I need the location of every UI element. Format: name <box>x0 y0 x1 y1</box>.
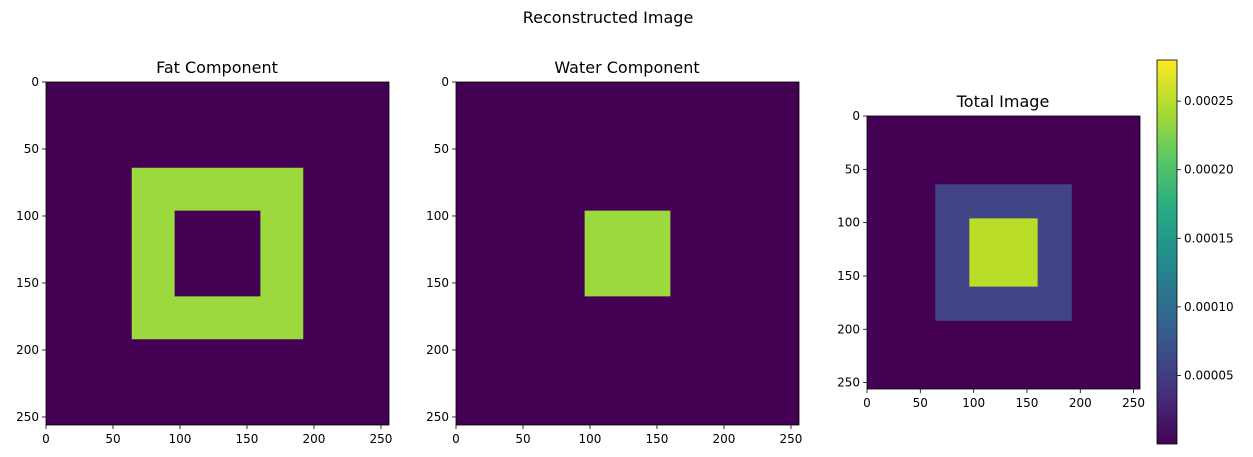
y-tick-label: 250 <box>837 376 860 390</box>
y-tick-label: 50 <box>24 142 39 156</box>
x-tick-label: 100 <box>962 396 985 410</box>
y-tick-label: 0 <box>441 75 449 89</box>
y-tick-label: 150 <box>426 276 449 290</box>
y-tick-label: 50 <box>845 162 860 176</box>
colorbar-tick-label: 0.00015 <box>1184 231 1234 245</box>
y-tick-label: 100 <box>837 216 860 230</box>
y-tick-label: 0 <box>31 75 39 89</box>
panel-title-water: Water Component <box>554 58 699 77</box>
x-tick-label: 50 <box>515 432 530 446</box>
y-tick-label: 150 <box>837 269 860 283</box>
y-tick-label: 100 <box>426 209 449 223</box>
x-tick-label: 200 <box>713 432 736 446</box>
y-tick-label: 250 <box>426 410 449 424</box>
x-tick-label: 100 <box>169 432 192 446</box>
heatmap-region-inner-square <box>584 210 671 297</box>
y-tick-label: 200 <box>426 343 449 357</box>
y-tick-label: 250 <box>16 410 39 424</box>
colorbar-tick-label: 0.00010 <box>1184 300 1234 314</box>
y-tick-label: 50 <box>434 142 449 156</box>
x-tick-label: 250 <box>780 432 803 446</box>
x-tick-label: 200 <box>1069 396 1092 410</box>
x-tick-label: 50 <box>105 432 120 446</box>
x-tick-label: 0 <box>863 396 871 410</box>
heatmap-region-inner-hole <box>174 210 261 297</box>
x-tick-label: 150 <box>236 432 259 446</box>
heatmap-region-inner-square <box>969 218 1038 287</box>
axes-frame <box>455 81 800 426</box>
x-tick-label: 200 <box>303 432 326 446</box>
y-tick-label: 100 <box>16 209 39 223</box>
axes-frame <box>45 81 390 426</box>
colorbar: 0.00005 0.00010 0.00015 0.00020 0.00025 <box>1156 59 1234 445</box>
x-tick-label: 0 <box>452 432 460 446</box>
panel-title-fat: Fat Component <box>156 58 278 77</box>
x-tick-label: 250 <box>370 432 393 446</box>
x-tick-label: 150 <box>1016 396 1039 410</box>
y-tick-label: 0 <box>852 109 860 123</box>
y-tick-label: 200 <box>16 343 39 357</box>
colorbar-gradient <box>1156 59 1178 445</box>
x-tick-label: 150 <box>646 432 669 446</box>
x-tick-label: 50 <box>913 396 928 410</box>
y-tick-label: 150 <box>16 276 39 290</box>
x-tick-label: 0 <box>42 432 50 446</box>
y-tick-label: 200 <box>837 322 860 336</box>
axes-frame <box>866 115 1141 390</box>
figure-title: Reconstructed Image <box>523 8 694 27</box>
panel-title-total: Total Image <box>956 92 1050 111</box>
x-tick-label: 250 <box>1122 396 1145 410</box>
colorbar-tick-label: 0.00005 <box>1184 368 1234 382</box>
x-tick-label: 100 <box>579 432 602 446</box>
colorbar-tick-label: 0.00020 <box>1184 163 1234 177</box>
colorbar-tick-label: 0.00025 <box>1184 94 1234 108</box>
